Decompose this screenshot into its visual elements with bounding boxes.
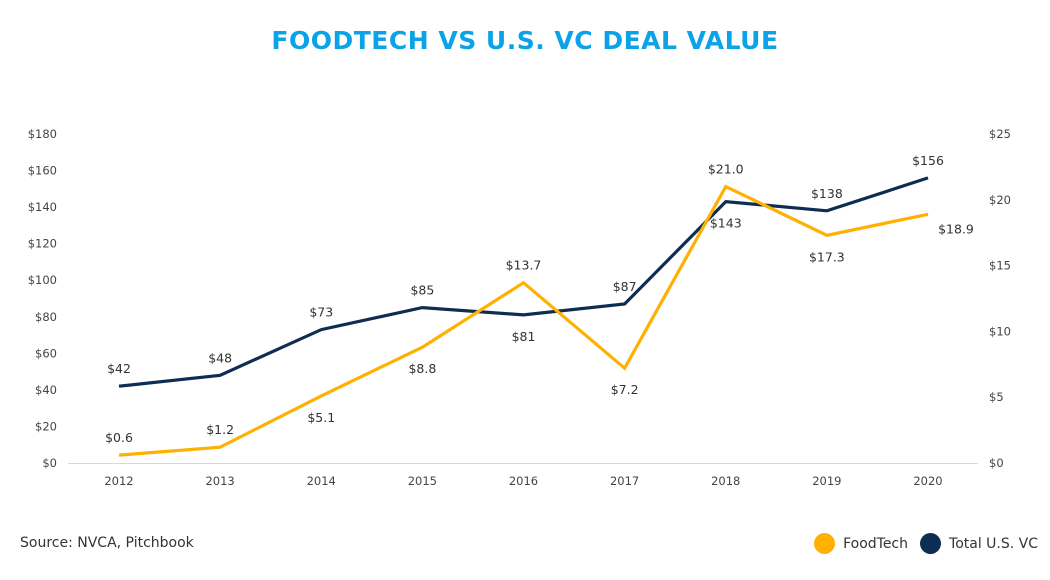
- legend-label-foodtech: FoodTech: [843, 535, 909, 552]
- right-axis-tick-label: $15: [989, 259, 1011, 273]
- data-label-total-u-s-vc: $143: [710, 216, 742, 231]
- right-axis-tick-label: $10: [989, 324, 1011, 338]
- x-axis-tick-label: 2019: [812, 474, 841, 488]
- data-label-foodtech: $1.2: [206, 422, 234, 437]
- x-axis-tick-label: 2016: [509, 474, 538, 488]
- data-label-total-u-s-vc: $85: [410, 283, 434, 298]
- series-line-total-u-s-vc: [118, 176, 929, 388]
- legend-label-total-us-vc: Total U.S. VC: [949, 535, 1038, 552]
- x-axis-tick-label: 2014: [307, 474, 336, 488]
- data-label-foodtech: $5.1: [307, 410, 335, 425]
- data-labels: $0.6 $1.2 $5.1 $8.8 $13.7 $7.2 $21.0 $17.3 $18.9…: [105, 153, 974, 445]
- left-axis-tick-label: $120: [28, 237, 57, 251]
- left-axis-tick-label: $180: [28, 127, 57, 141]
- left-axis-tick-label: $0: [42, 456, 57, 470]
- data-label-foodtech: $18.9: [938, 221, 974, 236]
- data-label-total-u-s-vc: $48: [208, 350, 232, 365]
- data-label-total-u-s-vc: $138: [811, 186, 843, 201]
- data-label-foodtech: $0.6: [105, 430, 133, 445]
- x-axis-tick-label: 2013: [205, 474, 234, 488]
- x-axis: 2012 2013 2014 2015 2016 2017 2018 2019 2020: [104, 474, 942, 488]
- data-label-total-u-s-vc: $42: [107, 361, 131, 376]
- data-label-foodtech: $21.0: [708, 162, 744, 177]
- right-axis-tick-label: $25: [989, 127, 1011, 141]
- x-axis-tick-label: 2017: [610, 474, 639, 488]
- data-label-foodtech: $7.2: [611, 382, 639, 397]
- legend-item-total-us-vc[interactable]: Total U.S. VC: [920, 533, 1038, 554]
- left-axis-tick-label: $40: [35, 383, 57, 397]
- data-label-foodtech: $13.7: [506, 258, 542, 273]
- legend-swatch-total-us-vc: [920, 533, 942, 554]
- right-axis-tick-label: $5: [989, 390, 1004, 404]
- left-axis-tick-label: $140: [28, 200, 57, 214]
- legend-swatch-foodtech: [814, 533, 836, 554]
- left-axis-tick-label: $20: [35, 419, 57, 433]
- data-label-total-u-s-vc: $73: [309, 305, 333, 320]
- data-label-total-u-s-vc: $87: [613, 279, 637, 294]
- left-axis-tick-label: $160: [28, 164, 57, 178]
- x-axis-tick-label: 2020: [913, 474, 942, 488]
- series-line-foodtech: [118, 184, 929, 457]
- chart-title: FOODTECH VS U.S. VC DEAL VALUE: [271, 26, 779, 55]
- left-axis: $0 $20 $40 $60 $80 $100 $120 $140 $160 $180: [28, 127, 57, 470]
- data-label-foodtech: $8.8: [408, 361, 436, 376]
- x-axis-tick-label: 2012: [104, 474, 133, 488]
- legend: FoodTech Total U.S. VC: [802, 533, 1038, 554]
- left-axis-tick-label: $60: [35, 346, 57, 360]
- data-label-foodtech: $17.3: [809, 249, 845, 264]
- data-label-total-u-s-vc: $81: [512, 329, 536, 344]
- x-axis-tick-label: 2015: [408, 474, 437, 488]
- data-label-total-u-s-vc: $156: [912, 153, 944, 168]
- right-axis-tick-label: $0: [989, 456, 1004, 470]
- x-axis-tick-label: 2018: [711, 474, 740, 488]
- right-axis-tick-label: $20: [989, 193, 1011, 207]
- series-lines: [118, 176, 929, 457]
- left-axis-tick-label: $80: [35, 310, 57, 324]
- legend-item-foodtech[interactable]: FoodTech: [814, 533, 908, 554]
- left-axis-tick-label: $100: [28, 273, 57, 287]
- right-axis: $0 $5 $10 $15 $20 $25: [989, 127, 1011, 470]
- source-note: Source: NVCA, Pitchbook: [20, 535, 194, 551]
